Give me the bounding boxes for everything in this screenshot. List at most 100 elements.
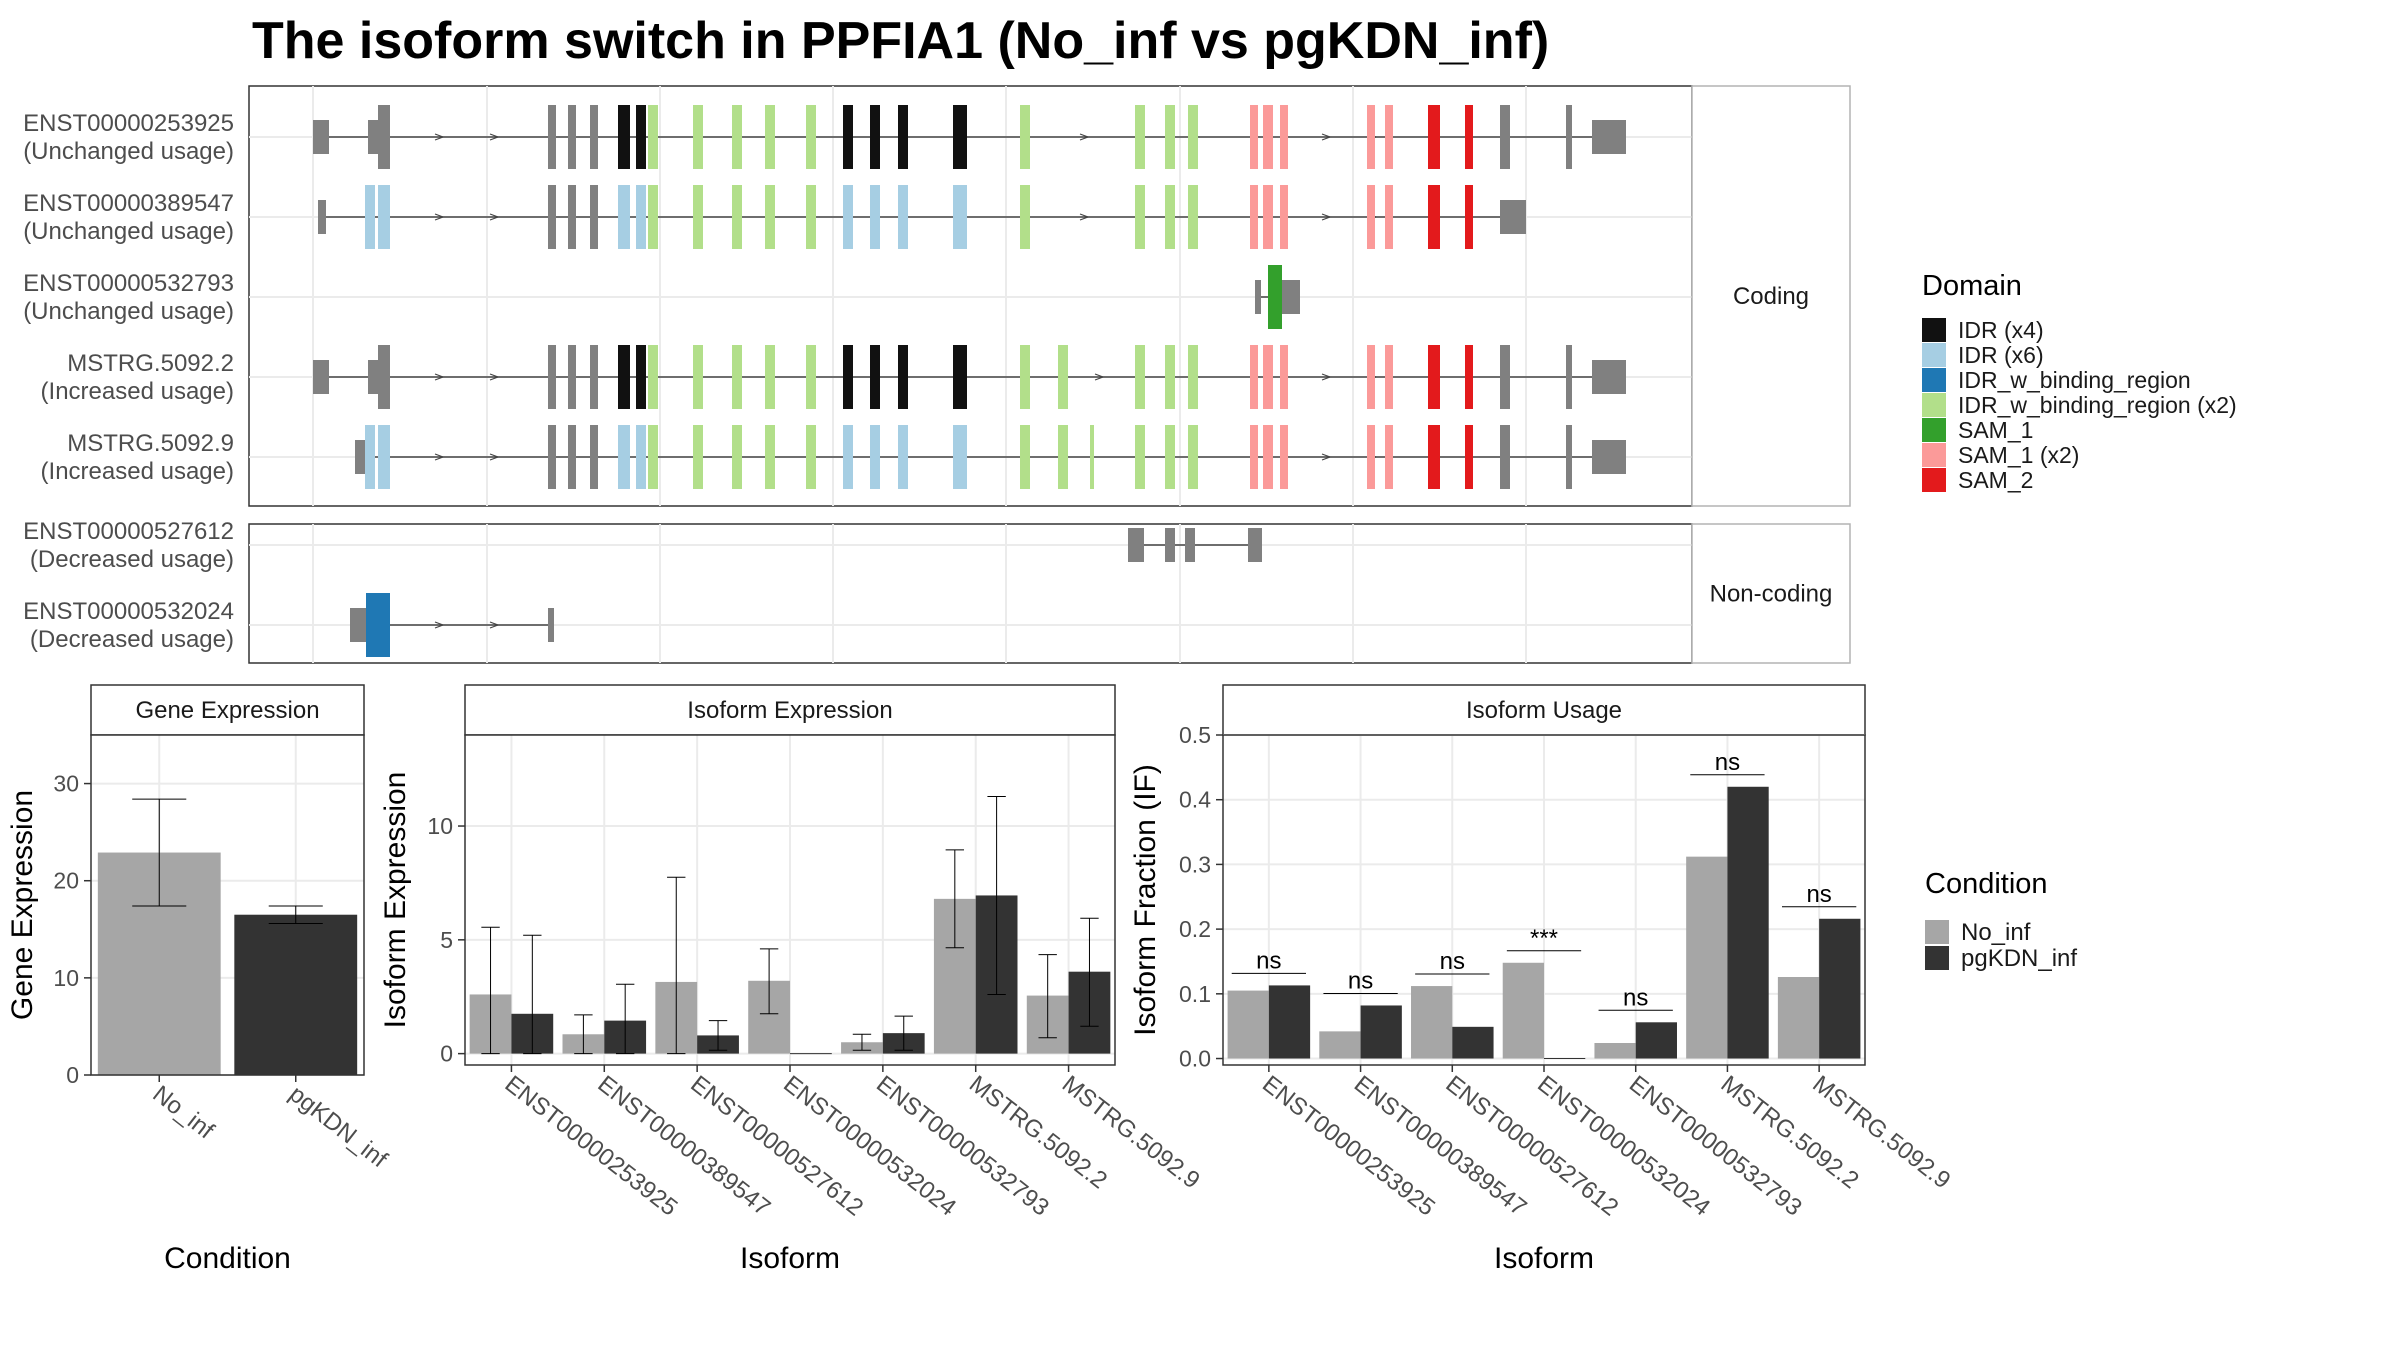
condition-legend-key [1925, 946, 1949, 970]
condition-legend-label: No_inf [1961, 919, 2031, 946]
domain-exon [1385, 185, 1393, 249]
significance-label: ns [1623, 984, 1648, 1011]
condition-legend-key [1925, 920, 1949, 944]
domain-exon [1165, 105, 1175, 169]
exon [548, 608, 554, 642]
x-tick-label: ENST00000532024 [778, 1070, 961, 1221]
y-tick-label: 5 [440, 927, 453, 953]
domain-exon [1428, 425, 1440, 489]
domain-exon [1135, 185, 1145, 249]
y-tick-label: 20 [53, 868, 79, 894]
domain-exon [1280, 105, 1288, 169]
transcript-model [350, 593, 554, 657]
figure-title: The isoform switch in PPFIA1 (No_inf vs … [252, 12, 1549, 70]
domain-exon [618, 425, 630, 489]
domain-legend-label: IDR (x6) [1958, 342, 2044, 368]
domain-exon [898, 425, 908, 489]
exon [568, 345, 576, 409]
domain-exon [806, 185, 816, 249]
significance-label: ns [1806, 881, 1831, 908]
x-tick-label: ENST00000253925 [500, 1070, 683, 1221]
exon [590, 105, 598, 169]
domain-exon [732, 345, 742, 409]
bar [234, 914, 358, 1075]
exon [1566, 345, 1572, 409]
domain-exon [1250, 345, 1258, 409]
isoform-usage-label: (Unchanged usage) [23, 138, 234, 165]
exon [1248, 528, 1262, 562]
domain-exon [1020, 185, 1030, 249]
domain-exon [1020, 425, 1030, 489]
domain-exon [806, 105, 816, 169]
chart-title-strip [90, 684, 365, 736]
domain-exon [648, 105, 658, 169]
isoform-row-label: ENST00000532024 [23, 598, 234, 625]
domain-exon [1385, 425, 1393, 489]
transcript-model [1128, 528, 1262, 562]
y-tick-label: 0.2 [1179, 916, 1211, 942]
y-tick-label: 0.0 [1179, 1046, 1211, 1072]
domain-exon [806, 425, 816, 489]
domain-exon [1465, 425, 1473, 489]
exon [548, 345, 556, 409]
isoform-usage-chart: Isoform Usage ns ns ns *** ns ns ns 0.0 0.1 0.2 0.3… [1129, 684, 1955, 1275]
transcript-model [313, 105, 1626, 169]
domain-exon [648, 425, 658, 489]
domain-exon [1250, 105, 1258, 169]
exon [1592, 360, 1626, 394]
y-axis-title: Isoform Fraction (IF) [1129, 764, 1162, 1036]
domain-exon [378, 425, 390, 489]
exon [548, 185, 556, 249]
exon [568, 105, 576, 169]
domain-exon [765, 345, 775, 409]
exon [313, 360, 329, 394]
domain-exon [843, 345, 853, 409]
bar [1360, 1005, 1402, 1059]
domain-exon [898, 185, 908, 249]
strand-arrow [1321, 373, 1332, 381]
exon [378, 345, 390, 409]
exon [313, 120, 329, 154]
bar [1502, 962, 1544, 1059]
domain-exon [1188, 425, 1198, 489]
domain-exon [636, 425, 646, 489]
exon [1566, 105, 1572, 169]
domain-exon [1263, 185, 1273, 249]
strand-arrow [434, 453, 445, 461]
exon [1500, 425, 1510, 489]
strand-arrow [434, 373, 445, 381]
domain-exon [953, 345, 967, 409]
domain-exon [953, 105, 967, 169]
domain-legend-label: IDR_w_binding_region (x2) [1958, 392, 2237, 418]
strand-arrow [1321, 133, 1332, 141]
domain-exon [953, 425, 967, 489]
domain-exon [618, 185, 630, 249]
exon [568, 425, 576, 489]
domain-exon [765, 425, 775, 489]
x-tick-label: ENST00000532793 [871, 1070, 1054, 1221]
domain-exon [693, 425, 703, 489]
domain-exon [693, 185, 703, 249]
isoform-row-label: MSTRG.5092.9 [67, 430, 234, 457]
domain-exon [378, 185, 390, 249]
domain-legend-label: SAM_1 [1958, 417, 2033, 443]
domain-exon [898, 105, 908, 169]
exon [1566, 425, 1572, 489]
bar [1635, 1022, 1677, 1059]
condition-legend-title: Condition [1925, 868, 2048, 900]
y-tick-label: 30 [53, 771, 79, 797]
domain-exon [365, 425, 375, 489]
domain-exon [732, 105, 742, 169]
domain-exon [765, 185, 775, 249]
domain-exon [1268, 265, 1282, 329]
domain-exon [1428, 105, 1440, 169]
strand-arrow [434, 621, 445, 629]
transcript-model [1255, 265, 1300, 329]
domain-exon [1367, 345, 1375, 409]
domain-exon [1135, 105, 1145, 169]
domain-exon [1135, 345, 1145, 409]
isoform-usage-label: (Unchanged usage) [23, 218, 234, 245]
exon [548, 425, 556, 489]
domain-exon [1465, 185, 1473, 249]
